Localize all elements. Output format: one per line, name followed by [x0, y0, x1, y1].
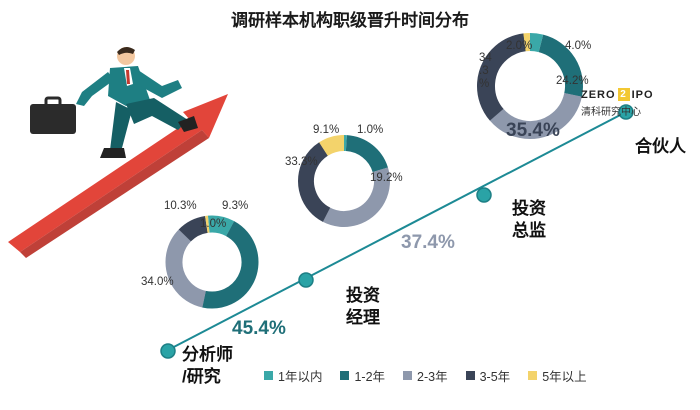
donut-2-highlight: 37.4%: [401, 232, 455, 253]
stage-label-analyst: 分析师 /研究: [182, 345, 233, 386]
donut-3-label-5: 2.0%: [506, 40, 533, 52]
stage-label-director: 投资 总监: [512, 199, 546, 240]
businessman-icon: [30, 46, 198, 158]
donut-2-label-1: 1.0%: [357, 124, 384, 136]
legend-label-3: 2-3年: [417, 370, 448, 384]
donut-2-slice-4: [298, 135, 390, 227]
donut-3-label-4: 34 .3 %: [479, 52, 492, 90]
logo-brand-left: ZERO: [581, 88, 616, 101]
legend-swatch-2: [340, 371, 350, 380]
chart-title: 调研样本机构职级晋升时间分布: [231, 11, 469, 30]
stage-label-manager: 投资 经理: [346, 286, 380, 327]
donut-1-highlight: 45.4%: [232, 318, 286, 339]
donut-1-label-1: 9.3%: [222, 200, 249, 212]
donut-2-label-2: 19.2%: [370, 172, 403, 184]
donut-1-label-5: 1.0%: [200, 218, 227, 230]
logo-sub: 清科研究中心: [581, 107, 641, 118]
trend-node-3: [476, 187, 492, 203]
legend-item-2: 1-2年: [340, 366, 385, 385]
legend-label-1: 1年以内: [278, 370, 323, 384]
donut-2-label-4: 33.3%: [285, 156, 318, 168]
legend-item-4: 3-5年: [465, 366, 511, 385]
zero2ipo-logo: ZERO 2 IPO 清科研究中心: [581, 88, 657, 126]
donut-1-slice-2: [165, 215, 259, 309]
legend-swatch-1: [264, 371, 273, 380]
donut-1-slice-1: [165, 215, 259, 309]
donut-3-highlight: 35.4%: [506, 120, 560, 141]
donut-2-slice-3: [298, 135, 390, 227]
donut-2-slice-2: [298, 135, 390, 227]
logo-brand-mid: 2: [617, 88, 630, 101]
legend-swatch-5: [528, 371, 538, 380]
donut-1-slice-3: [165, 215, 259, 309]
donut-3-label-2: 24.2%: [556, 75, 589, 87]
donut-3-slice-1: [477, 33, 583, 139]
logo-brand-right: IPO: [631, 88, 654, 101]
stage-label-partner: 合伙人: [635, 137, 686, 156]
donut-3-slice-5: [477, 33, 583, 139]
legend-item-1: 1年以内: [264, 366, 322, 385]
donut-1-slice-4: [165, 215, 259, 309]
donut-3-slice-4: [477, 33, 583, 139]
legend: 1年以内 1-2年 2-3年 3-5年 5年以上: [264, 366, 587, 385]
donut-2-label-5: 9.1%: [313, 124, 340, 136]
legend-label-5: 5年以上: [542, 370, 587, 384]
growth-arrow-shadow: [20, 130, 209, 258]
donut-1-slice-5: [165, 215, 259, 309]
donut-2-slice-5: [298, 135, 390, 227]
trend-node-1: [160, 343, 176, 359]
legend-label-2: 1-2年: [354, 370, 386, 384]
trend-node-4: [618, 104, 634, 120]
legend-swatch-4: [465, 371, 475, 380]
donut-1-label-4: 10.3%: [164, 200, 197, 212]
donut-3-slice-3: [477, 33, 583, 139]
legend-swatch-3: [403, 371, 413, 380]
legend-item-5: 5年以上: [528, 366, 587, 385]
trend-node-2: [298, 272, 314, 288]
legend-label-4: 3-5年: [479, 370, 511, 384]
donut-1-label-3: 34.0%: [141, 276, 174, 288]
donut-3-label-1: 4.0%: [565, 40, 592, 52]
growth-arrow: [8, 94, 228, 252]
trend-line: [167, 111, 627, 351]
legend-item-3: 2-3年: [403, 366, 448, 385]
